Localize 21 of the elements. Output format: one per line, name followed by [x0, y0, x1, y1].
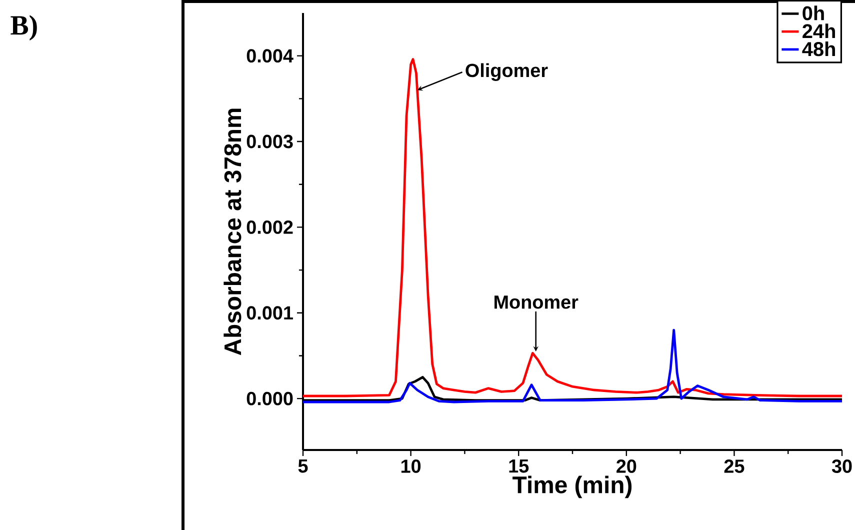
- legend-label: 0h: [802, 6, 824, 20]
- annotation: Monomer: [494, 296, 578, 309]
- x-tick-label: 15: [509, 460, 529, 473]
- y-tick-label: 0.002: [246, 220, 293, 234]
- y-tick-label: 0.000: [246, 392, 293, 406]
- y-tick-label: 0.001: [246, 306, 293, 320]
- text: B): [10, 15, 37, 40]
- x-tick-label: 10: [401, 460, 421, 473]
- x-tick-label: 20: [616, 460, 636, 473]
- x-axis-title: Time (min): [512, 476, 632, 498]
- y-tick-label: 0.004: [246, 49, 294, 63]
- legend-label: 24h: [802, 24, 835, 38]
- annotation: Oligomer: [466, 63, 548, 81]
- x-tick-label: 5: [298, 460, 308, 473]
- line-series: [302, 328, 844, 404]
- y-tick-label: 0.003: [246, 134, 293, 148]
- x-tick-label: 25: [724, 460, 744, 473]
- x-tick-label: 30: [832, 460, 852, 473]
- legend-label: 48h: [802, 42, 835, 56]
- y-axis-title: Absorbance at 378nm: [224, 108, 242, 356]
- line-series: [302, 58, 844, 398]
